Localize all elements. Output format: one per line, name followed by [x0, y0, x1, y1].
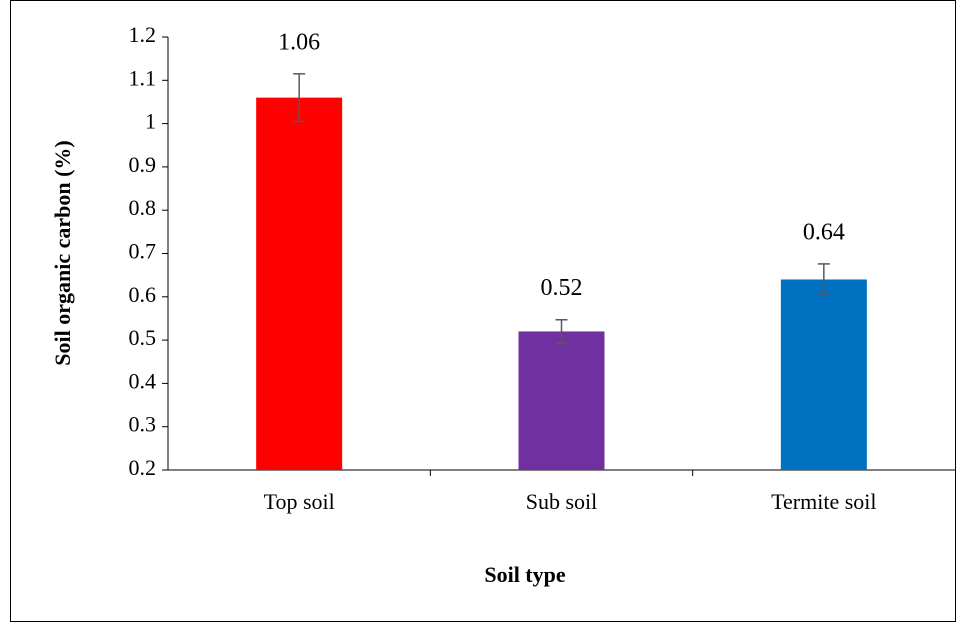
y-tick-label: 1 [145, 109, 156, 134]
y-axis-title: Soil organic carbon (%) [50, 140, 75, 366]
x-axis-title: Soil type [484, 562, 566, 587]
x-tick-label: Top soil [264, 489, 335, 514]
data-label: 1.06 [278, 29, 320, 55]
x-tick-label: Sub soil [526, 489, 598, 514]
y-tick-label: 0.9 [129, 152, 157, 177]
x-tick-label: Termite soil [771, 489, 876, 514]
y-tick-label: 1.1 [129, 65, 157, 90]
bar [518, 331, 605, 470]
bar [780, 279, 867, 470]
data-label: 0.64 [803, 219, 845, 245]
y-tick-label: 0.8 [129, 195, 157, 220]
y-tick-label: 0.5 [129, 325, 157, 350]
y-tick-label: 0.6 [129, 282, 157, 307]
y-tick-label: 0.2 [129, 455, 157, 480]
y-tick-label: 1.2 [129, 22, 157, 47]
data-label: 0.52 [541, 275, 583, 301]
y-tick-label: 0.7 [129, 239, 157, 264]
y-tick-label: 0.4 [129, 368, 157, 393]
y-tick-label: 0.3 [129, 412, 157, 437]
bar [256, 97, 343, 471]
